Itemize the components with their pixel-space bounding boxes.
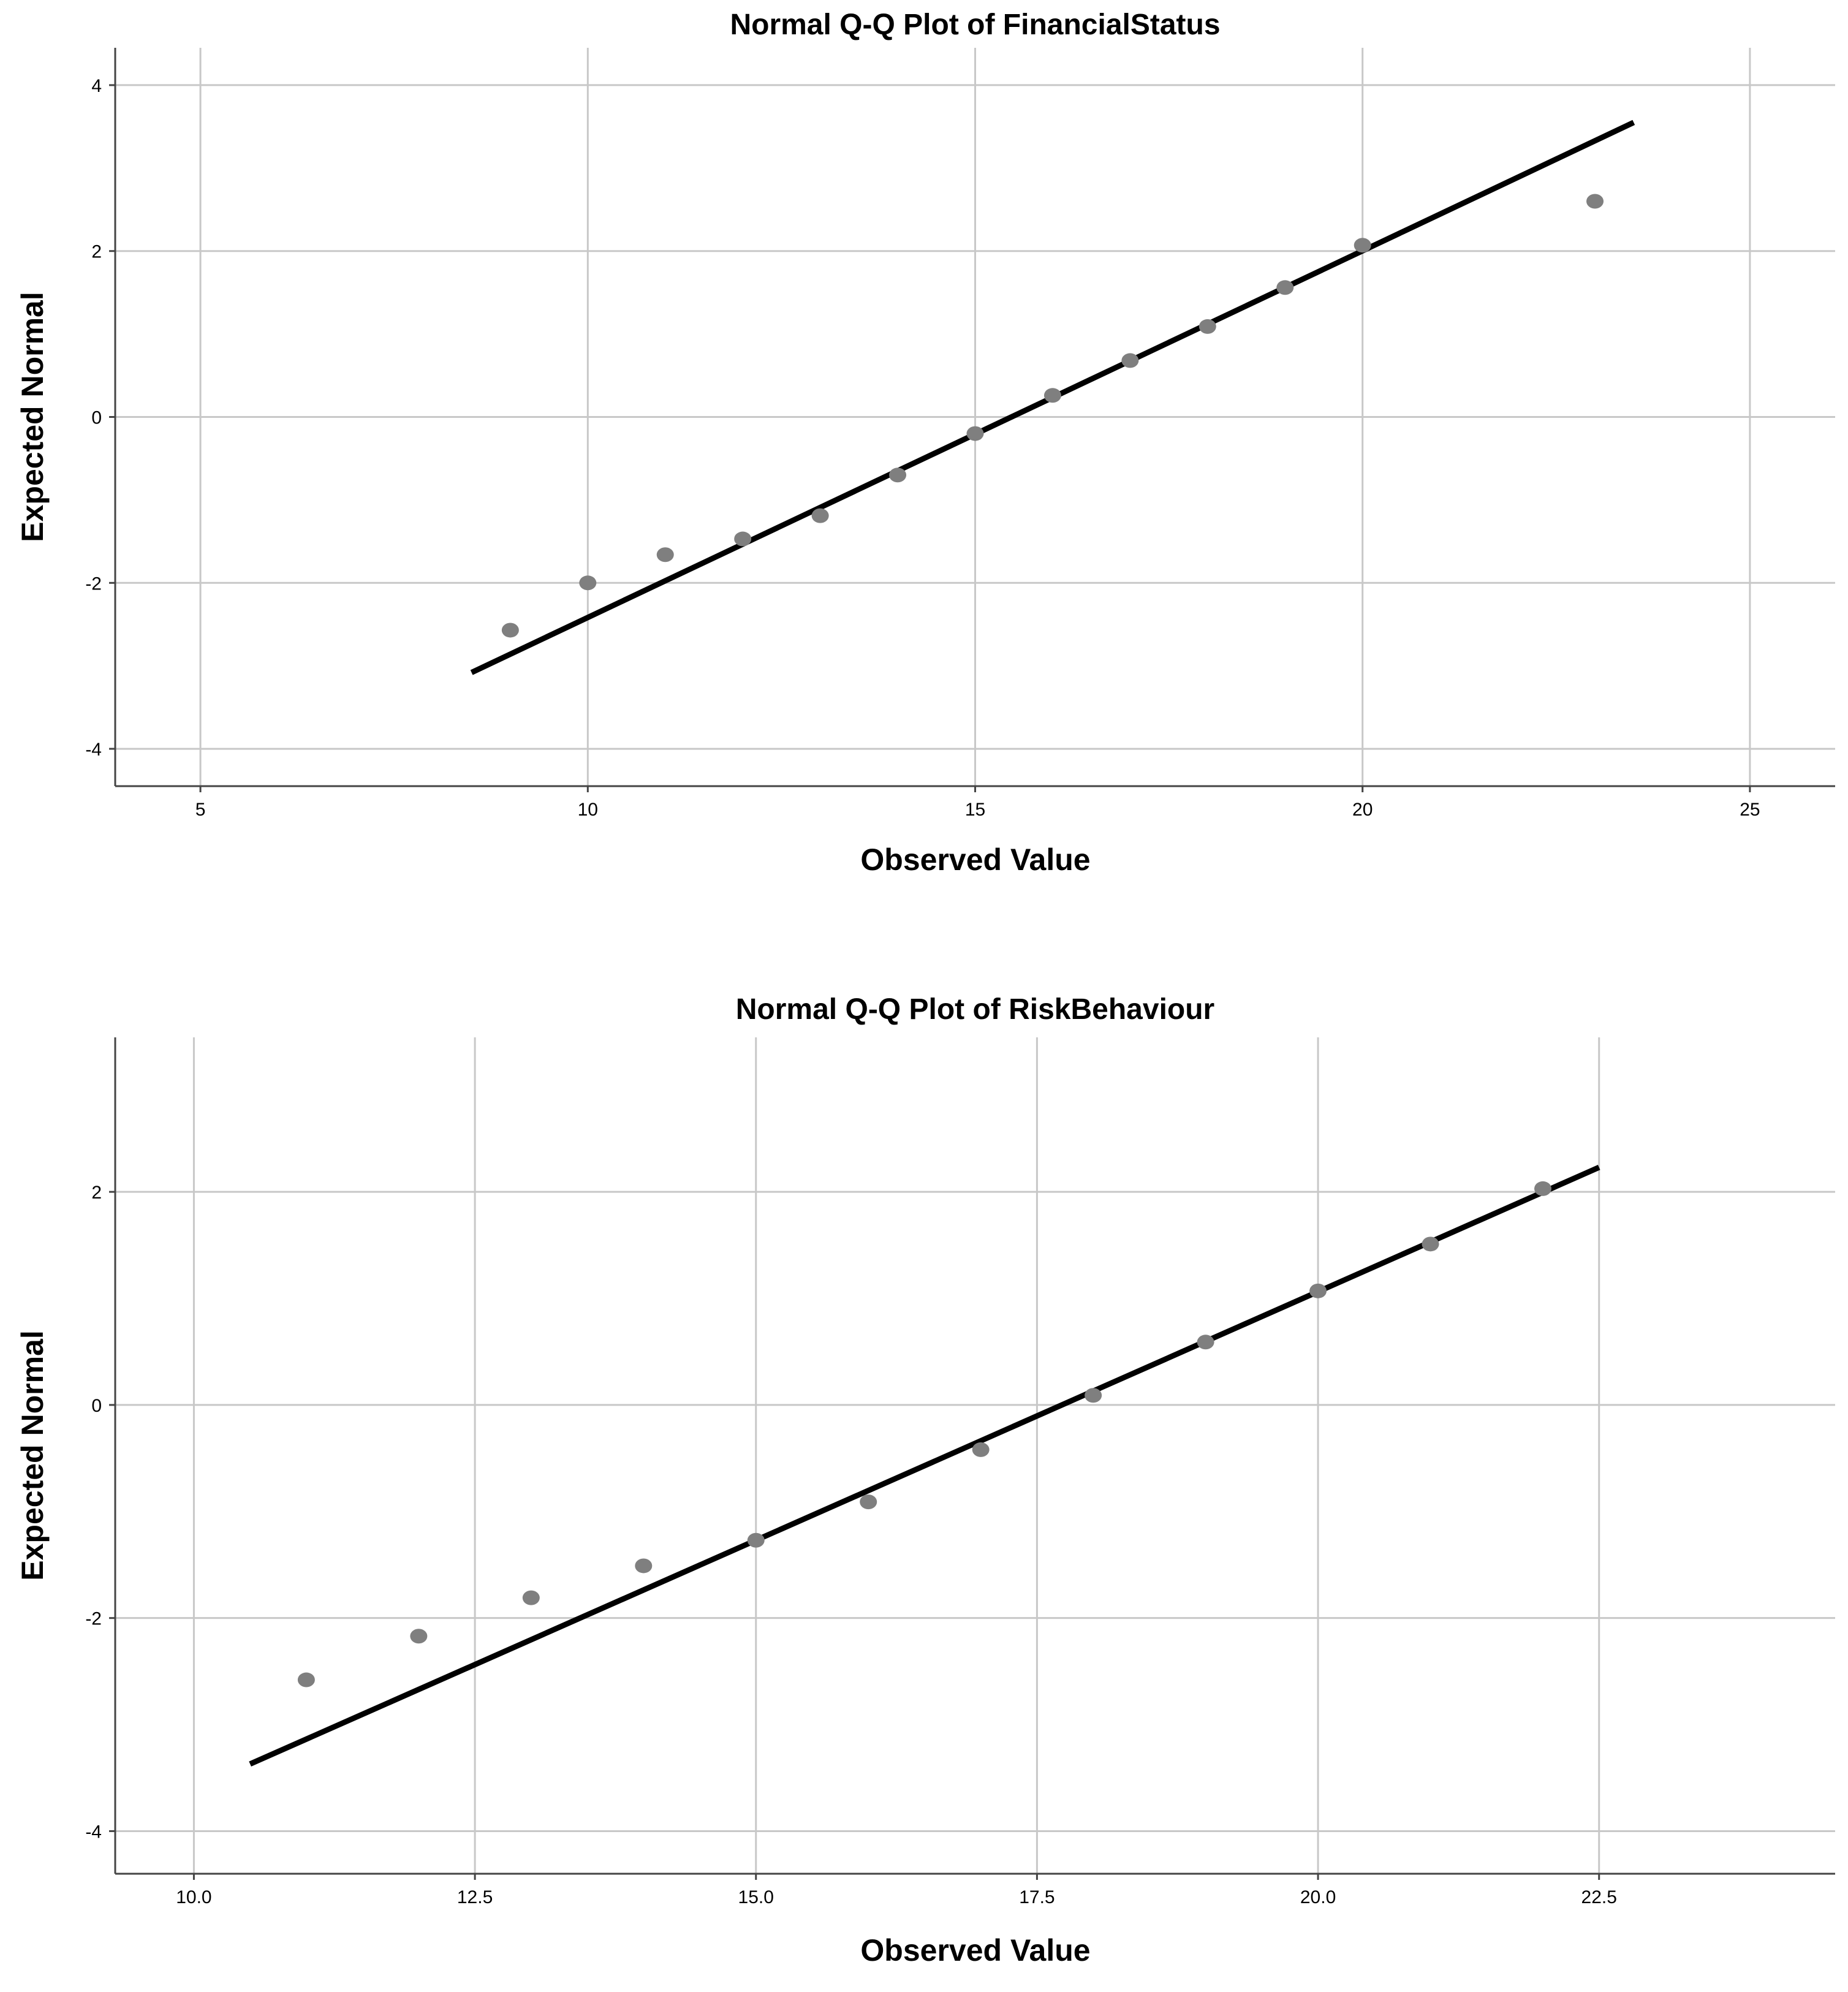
qq-plot-1: 5 10 15 20 25 -4 -2 0 2 4 Normal Q-Q Plot of Finan… [15,9,1835,877]
y-tick-label: 2 [91,1183,102,1203]
x-tick-label: 5 [195,800,206,820]
y-tick-label: 2 [91,242,102,262]
data-point [860,1494,877,1510]
y-tick-label: -4 [85,740,102,760]
data-point [1199,319,1216,334]
y-tick-label: -2 [85,574,102,594]
data-point [1043,388,1061,403]
y-tick-label: 0 [91,408,102,428]
x-tick-label: 15.0 [738,1887,774,1907]
y-axis-title: Expected Normal [15,1330,50,1580]
data-point [1309,1283,1327,1298]
data-point [410,1629,428,1644]
data-point [579,575,597,591]
x-tick-label: 20.0 [1300,1887,1336,1907]
x-axis-title: Observed Value [860,843,1090,877]
x-tick-label: 10 [578,800,598,820]
y-tick-label: -2 [85,1609,102,1629]
chart-title: Normal Q-Q Plot of RiskBehaviour [736,993,1214,1026]
data-point [522,1590,540,1605]
x-tick-label: 15 [965,800,985,820]
reference-line [249,1165,1600,1767]
x-tick-label: 22.5 [1581,1887,1617,1907]
chart-title: Normal Q-Q Plot of FinancialStatus [730,9,1220,41]
data-point [889,468,907,483]
y-tick-label: -4 [85,1822,102,1842]
data-point [656,547,674,562]
y-tick-label: 0 [91,1396,102,1416]
data-point [635,1558,653,1574]
y-tick-label: 4 [91,76,102,96]
data-point [1422,1236,1439,1252]
data-point [747,1532,765,1548]
data-point [1197,1335,1214,1350]
data-point [1085,1388,1102,1403]
data-point [1534,1181,1551,1196]
x-tick-label: 10.0 [176,1887,211,1907]
data-point [1354,238,1371,253]
data-point [1121,353,1139,368]
data-point [501,623,519,638]
x-tick-label: 25 [1740,800,1760,820]
qq-plot-2: 10.0 12.5 15.0 17.5 20.0 22.5 -4 -2 0 2 Normal Q-Q… [15,993,1835,1967]
data-point [1276,280,1294,295]
x-tick-label: 17.5 [1019,1887,1055,1907]
x-axis-title: Observed Value [860,1933,1090,1967]
data-point [734,531,752,547]
data-point [297,1672,315,1687]
data-point [966,426,984,441]
data-point [1586,194,1604,209]
data-point [811,508,829,523]
x-tick-label: 12.5 [457,1887,493,1907]
y-axis-title: Expected Normal [15,292,50,542]
data-point [972,1442,990,1457]
x-tick-label: 20 [1352,800,1373,820]
